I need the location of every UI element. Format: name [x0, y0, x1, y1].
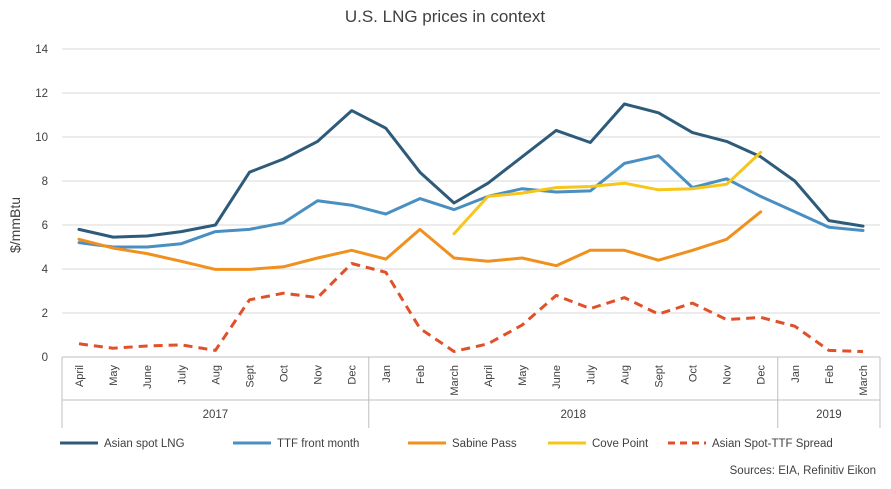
- y-tick-label: 14: [35, 44, 48, 56]
- y-tick-label: 4: [42, 264, 49, 276]
- legend-label: Asian Spot-TTF Spread: [712, 438, 833, 450]
- y-tick-label: 2: [42, 308, 48, 320]
- source-note: Sources: EIA, Refinitiv Eikon: [730, 465, 876, 477]
- x-tick-label: Jan: [790, 365, 802, 383]
- year-group-label: 2018: [560, 409, 586, 421]
- gridlines: [62, 48, 880, 314]
- legend-label: Cove Point: [592, 438, 649, 450]
- x-tick-label: Aug: [619, 365, 631, 385]
- year-group-label: 2019: [816, 409, 842, 421]
- legend-label: TTF front month: [277, 438, 359, 450]
- x-tick-label: May: [517, 365, 529, 386]
- x-tick-label: July: [585, 365, 597, 385]
- series-lines: [77, 102, 865, 353]
- x-tick-label: Jan: [381, 365, 393, 383]
- x-tick-label: Feb: [824, 365, 836, 384]
- x-tick-label: April: [74, 365, 86, 387]
- x-tick-label: June: [551, 365, 563, 389]
- x-tick-label: March: [449, 365, 461, 396]
- series-line-sabine-pass: [77, 210, 763, 271]
- legend-label: Sabine Pass: [452, 438, 517, 450]
- series-line-ttf-front-month: [77, 154, 865, 249]
- x-tick-label: Sept: [653, 365, 665, 388]
- x-tick-label: April: [483, 365, 495, 387]
- x-tick-label: Feb: [415, 365, 427, 384]
- series-line-cove-point: [452, 150, 763, 236]
- x-tick-label: Dec: [756, 365, 768, 385]
- chart-title: U.S. LNG prices in context: [345, 7, 546, 26]
- series-line-asian-spot-lng: [77, 102, 865, 239]
- x-tick-label: Nov: [722, 365, 734, 385]
- x-tick-label: June: [142, 365, 154, 389]
- x-tick-label: May: [108, 365, 120, 386]
- y-tick-labels: 0 2 4 6 8 10 12 14: [35, 44, 48, 364]
- x-tick-label: Oct: [279, 365, 291, 382]
- x-tick-label: Nov: [313, 365, 325, 385]
- y-tick-label: 12: [35, 88, 48, 100]
- series-line-asian-spot-ttf-spread: [78, 262, 864, 353]
- x-tick-label: July: [176, 365, 188, 385]
- x-axis: April May June July Aug Sept Oct Nov Dec Jan Feb Ma…: [61, 356, 881, 428]
- year-group-label: 2017: [203, 409, 229, 421]
- x-tick-label: Sept: [244, 365, 256, 388]
- x-tick-label: Dec: [347, 365, 359, 385]
- legend: Asian spot LNG TTF front month Sabine Pass…: [60, 438, 833, 450]
- y-tick-label: 8: [42, 176, 48, 188]
- legend-label: Asian spot LNG: [104, 438, 185, 450]
- y-axis-label: $/mmBtu: [7, 197, 23, 253]
- x-tick-label: Oct: [688, 365, 700, 382]
- y-tick-label: 0: [42, 352, 48, 364]
- y-tick-label: 10: [35, 132, 48, 144]
- y-tick-label: 6: [42, 220, 48, 232]
- x-tick-label: Aug: [210, 365, 222, 385]
- x-tick-label: March: [858, 365, 870, 396]
